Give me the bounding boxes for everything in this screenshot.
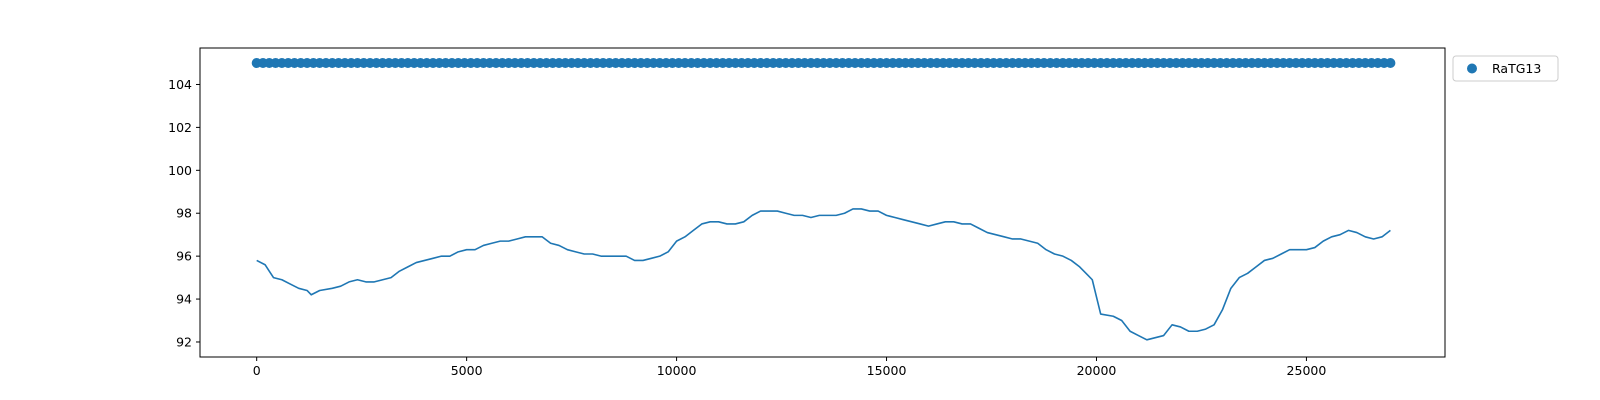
scatter-series [251, 58, 1396, 69]
x-tick-label: 0 [253, 363, 261, 378]
x-tick-label: 10000 [657, 363, 697, 378]
x-tick-label: 15000 [867, 363, 907, 378]
scatter-point [1385, 58, 1396, 69]
y-tick-label: 100 [168, 163, 192, 178]
x-tick-label: 25000 [1287, 363, 1327, 378]
plot-frame [199, 47, 1446, 358]
y-tick-label: 98 [176, 206, 192, 221]
x-tick-label: 20000 [1077, 363, 1117, 378]
y-tick-label: 104 [168, 77, 192, 92]
y-tick-label: 92 [176, 334, 192, 349]
legend: RaTG13 [1452, 55, 1559, 82]
y-tick-label: 102 [168, 120, 192, 135]
line-path [256, 208, 1391, 341]
y-tick-label: 94 [176, 292, 192, 307]
legend-label: RaTG13 [1492, 61, 1541, 76]
legend-marker [1467, 63, 1477, 74]
line-series [256, 208, 1391, 341]
legend-box [1452, 55, 1559, 82]
y-axis: 92 94 96 98 100 102 104 [168, 77, 200, 349]
y-tick-label: 96 [176, 249, 192, 264]
x-tick-label: 5000 [451, 363, 483, 378]
x-axis: 0 5000 10000 15000 20000 25000 [253, 357, 1327, 378]
